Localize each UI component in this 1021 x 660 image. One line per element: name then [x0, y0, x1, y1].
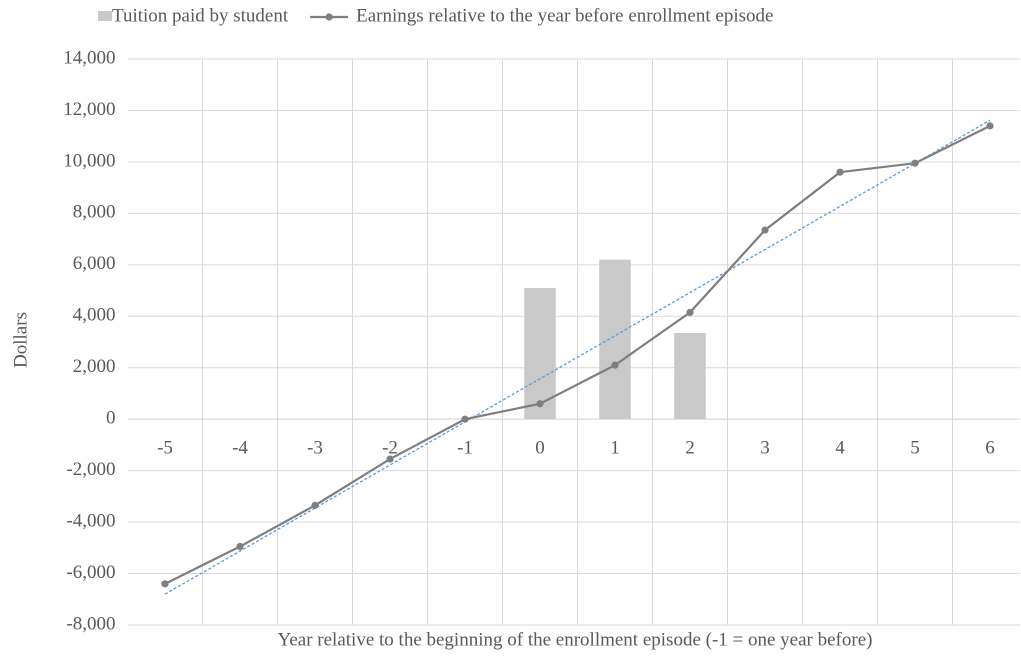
x-tick-label: 3 [760, 438, 770, 459]
legend-marker [325, 13, 333, 21]
x-tick-label: 2 [685, 438, 695, 459]
point [761, 226, 769, 234]
point [386, 455, 394, 463]
y-tick-label: 10,000 [63, 150, 115, 171]
y-tick-label: 8,000 [73, 202, 116, 223]
x-axis-title: Year relative to the beginning of the en… [278, 629, 873, 650]
legend-label: Tuition paid by student [112, 5, 289, 26]
y-tick-label: -2,000 [66, 459, 115, 480]
point [986, 122, 994, 130]
x-tick-label: -4 [232, 438, 248, 459]
point [911, 159, 919, 167]
legend-label: Earnings relative to the year before enr… [356, 5, 773, 26]
y-tick-label: 12,000 [63, 99, 115, 120]
y-axis-title: Dollars [10, 312, 31, 368]
y-tick-label: 14,000 [63, 47, 115, 68]
x-tick-label: 6 [985, 438, 995, 459]
y-tick-label: -6,000 [66, 562, 115, 583]
legend-swatch [98, 11, 112, 21]
point [236, 542, 244, 551]
x-tick-label: -3 [307, 438, 323, 459]
y-tick-label: -4,000 [66, 510, 115, 531]
line [164, 124, 991, 585]
bar [674, 332, 706, 420]
point [311, 501, 319, 509]
y-tick-label: 2,000 [73, 356, 116, 377]
point [536, 400, 544, 408]
point [836, 168, 844, 176]
y-tick-label: 4,000 [73, 305, 116, 326]
x-tick-label: 0 [535, 438, 545, 459]
x-tick-label: 4 [835, 438, 845, 459]
y-tick-label: -8,000 [66, 613, 115, 634]
x-tick-label: -2 [382, 438, 398, 459]
x-tick-label: -1 [457, 438, 473, 459]
bar [524, 287, 556, 420]
point [686, 308, 694, 317]
x-tick-label: -5 [157, 438, 173, 459]
trendline [164, 119, 991, 595]
point [611, 361, 619, 369]
point [461, 415, 469, 423]
y-tick-label: 6,000 [73, 253, 116, 274]
point [161, 580, 169, 588]
x-tick-label: 1 [610, 438, 620, 459]
bar [599, 259, 631, 420]
x-tick-label: 5 [910, 438, 920, 459]
y-tick-label: 0 [106, 408, 116, 429]
